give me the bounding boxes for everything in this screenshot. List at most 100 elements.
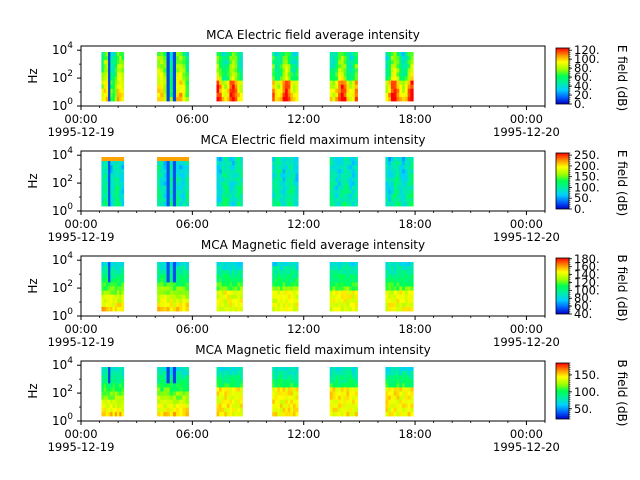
spectrogram-cell (346, 157, 349, 161)
spectrogram-cell (285, 177, 288, 181)
spectrogram-cell (296, 157, 299, 161)
spectrogram-segment (272, 367, 298, 416)
spectrogram-cell (344, 68, 347, 72)
spectrogram-cell (288, 52, 291, 56)
spectrogram-cell (344, 392, 347, 396)
spectrogram-cell (394, 371, 397, 375)
spectrogram-cell (240, 282, 243, 286)
spectrogram-cell (385, 72, 388, 76)
spectrogram-cell (285, 56, 288, 60)
spectrogram-cell (229, 198, 232, 202)
spectrogram-cell (293, 97, 296, 101)
spectrogram-cell (232, 89, 235, 93)
spectrogram-cell (232, 52, 235, 56)
spectrogram-cell (285, 64, 288, 68)
spectrogram-cell (397, 367, 400, 371)
spectrogram-cell (352, 52, 355, 56)
spectrogram-cell (235, 396, 238, 400)
spectrogram-cell (335, 165, 338, 169)
spectrogram-cell (167, 412, 171, 416)
spectrogram-cell (219, 371, 222, 375)
spectrogram-cell (394, 72, 397, 76)
spectrogram-cell (394, 186, 397, 190)
spectrogram-cell (163, 89, 167, 93)
spectrogram-cell (157, 307, 161, 311)
spectrogram-cell (216, 367, 219, 371)
spectrogram-cell (344, 270, 347, 274)
spectrogram-cell (219, 262, 222, 266)
spectrogram-cell (283, 173, 286, 177)
spectrogram-cell (355, 198, 358, 202)
spectrogram-cell (285, 157, 288, 161)
spectrogram-cell (346, 77, 349, 81)
spectrogram-cell (385, 266, 388, 270)
spectrogram-cell (402, 85, 405, 89)
spectrogram-cell (173, 56, 177, 60)
spectrogram-cell (185, 396, 189, 400)
spectrogram-cell (355, 85, 358, 89)
spectrogram-cell (408, 404, 411, 408)
spectrogram-cell (173, 85, 177, 89)
spectrogram-cell (275, 262, 278, 266)
spectrogram-cell (352, 383, 355, 387)
spectrogram-cell (280, 60, 283, 64)
spectrogram-cell (222, 400, 225, 404)
spectrogram-cell (408, 371, 411, 375)
spectrogram-cell (182, 282, 186, 286)
spectrogram-cell (338, 56, 341, 60)
spectrogram-cell (349, 287, 352, 291)
spectrogram-cell (219, 194, 222, 198)
spectrogram-cell (229, 299, 232, 303)
spectrogram-cell (288, 291, 291, 295)
spectrogram-cell (405, 392, 408, 396)
spectrogram-cell (216, 177, 219, 181)
spectrogram-cell (335, 408, 338, 412)
spectrogram-cell (277, 379, 280, 383)
spectrogram-cell (179, 408, 183, 412)
spectrogram-cell (227, 303, 230, 307)
spectrogram-cell (160, 371, 164, 375)
spectrogram-cell (224, 404, 227, 408)
spectrogram-segment (216, 262, 242, 311)
spectrogram-cell (290, 89, 293, 93)
spectrogram-cell (182, 392, 186, 396)
spectrogram-cell (332, 64, 335, 68)
spectrogram-cell (179, 165, 183, 169)
spectrogram-cell (399, 186, 402, 190)
spectrogram-cell (338, 274, 341, 278)
spectrogram-cell (388, 77, 391, 81)
spectrogram-cell (121, 387, 124, 391)
spectrogram-cell (182, 299, 186, 303)
spectrogram-cell (275, 270, 278, 274)
spectrogram-cell (338, 287, 341, 291)
spectrogram-cell (332, 367, 335, 371)
spectrogram-cell (296, 278, 299, 282)
spectrogram-cell (332, 307, 335, 311)
spectrogram-cell (344, 52, 347, 56)
spectrogram-cell (240, 64, 243, 68)
spectrogram-cell (121, 157, 124, 161)
spectrogram-cell (272, 266, 275, 270)
spectrogram-cell (235, 299, 238, 303)
spectrogram-cell (232, 93, 235, 97)
spectrogram-cell (277, 412, 280, 416)
spectrogram-cell (296, 396, 299, 400)
spectrogram-cell (344, 367, 347, 371)
spectrogram-cell (240, 307, 243, 311)
spectrogram-cell (405, 177, 408, 181)
spectrogram-cell (272, 72, 275, 76)
spectrogram-cell (296, 64, 299, 68)
spectrogram-cell (293, 392, 296, 396)
spectrogram-cell (341, 64, 344, 68)
spectrogram-cell (338, 157, 341, 161)
spectrogram-cell (290, 202, 293, 206)
spectrogram-cell (232, 278, 235, 282)
colorbar: 50.100.150. B field (dB) (556, 360, 629, 427)
spectrogram-cell (216, 186, 219, 190)
spectrogram-cell (216, 157, 219, 161)
spectrogram-cell (229, 282, 232, 286)
spectrogram-cell (160, 68, 164, 72)
spectrogram-cell (280, 367, 283, 371)
spectrogram-cell (288, 371, 291, 375)
spectrogram-cell (275, 307, 278, 311)
